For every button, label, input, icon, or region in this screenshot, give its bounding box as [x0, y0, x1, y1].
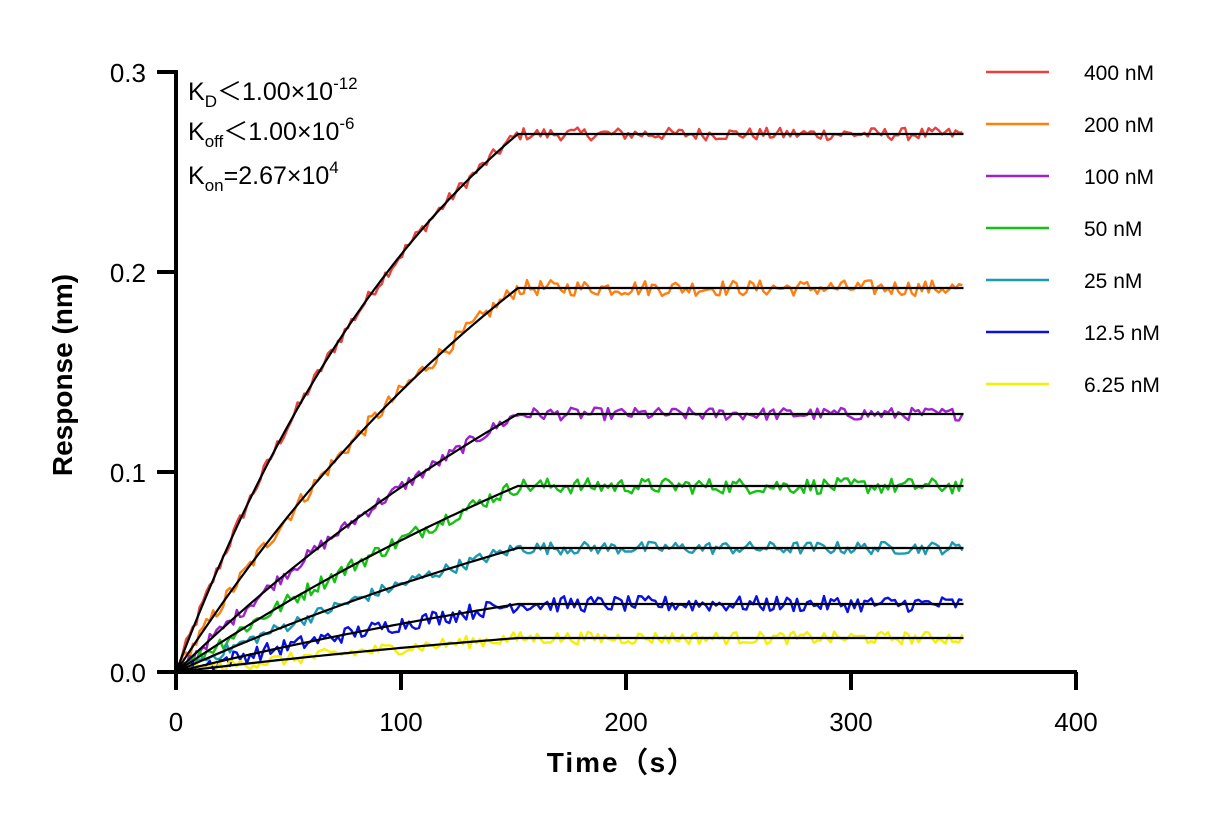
- fit-curve-3: [175, 484, 964, 673]
- x-tick-label: 400: [1054, 707, 1097, 737]
- x-tick-label: 0: [169, 707, 183, 737]
- fit-curve-0: [174, 132, 964, 673]
- x-tick-label: 200: [604, 707, 647, 737]
- measured-curve-3: [176, 476, 964, 674]
- y-ticks: 0.0 0.1 0.2 0.3: [110, 58, 176, 688]
- legend-label: 200 nM: [1084, 114, 1154, 137]
- y-axis-title: Response (nm): [47, 274, 78, 476]
- y-tick-label: 0.3: [110, 58, 146, 88]
- x-ticks: 0 100 200 300 400: [169, 672, 1098, 737]
- y-tick-label: 0.1: [110, 458, 146, 488]
- legend-label: 25 nM: [1084, 270, 1142, 293]
- fit-curve-6: [175, 636, 964, 674]
- measured-curve-2: [174, 406, 964, 671]
- legend-label: 400 nM: [1084, 62, 1154, 85]
- kon-annotation: Kon=2.67×104: [188, 158, 339, 195]
- fit-curve-2: [175, 412, 964, 673]
- legend-label: 100 nM: [1084, 166, 1154, 189]
- measured-curve-0: [175, 126, 963, 671]
- x-tick-label: 100: [379, 707, 422, 737]
- measured-curve-1: [175, 278, 963, 674]
- fit-curve-5: [175, 602, 964, 674]
- kinetics-annotations: KD＜1.00×10-12 Koff＜1.00×10-6 Kon=2.67×10…: [188, 74, 358, 195]
- legend-label: 6.25 nM: [1084, 374, 1160, 397]
- y-tick-label: 0.2: [110, 258, 146, 288]
- x-axis-title: Time（s）: [547, 746, 697, 778]
- legend: 400 nM 200 nM 100 nM 50 nM 25 nM 12.5 nM 6.25 …: [986, 62, 1160, 397]
- measured-curve-6: [175, 630, 964, 674]
- y-tick-label: 0.0: [110, 658, 146, 688]
- x-tick-label: 300: [829, 707, 872, 737]
- fit-curve-1: [175, 286, 964, 673]
- legend-label: 50 nM: [1084, 218, 1142, 241]
- fit-curves: [174, 132, 964, 674]
- legend-label: 12.5 nM: [1084, 322, 1160, 345]
- koff-annotation: Koff＜1.00×10-6: [188, 114, 355, 151]
- fit-curve-4: [175, 546, 964, 674]
- kd-annotation: KD＜1.00×10-12: [188, 74, 358, 111]
- measured-curves: [174, 126, 964, 674]
